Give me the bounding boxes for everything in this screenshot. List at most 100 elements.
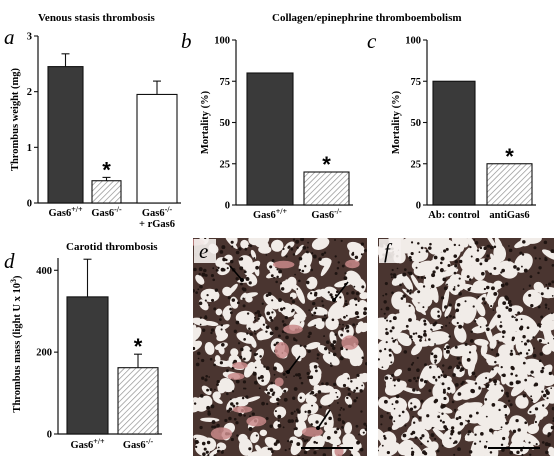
nucleus (430, 433, 435, 438)
alveolar-space (291, 344, 307, 359)
category-label-sup: +/+ (71, 205, 83, 214)
nucleus (230, 240, 234, 244)
nucleus (239, 257, 244, 261)
nucleus (474, 382, 478, 385)
nucleus (265, 325, 270, 330)
nucleus (228, 407, 233, 412)
category-label-text: Ab: control (428, 210, 480, 221)
nucleus (404, 424, 407, 427)
alveolar-space (274, 362, 284, 373)
category-label: Ab: control (428, 210, 480, 221)
nucleus (435, 266, 439, 270)
nucleus (384, 282, 388, 286)
nucleus (395, 400, 399, 404)
nucleus (206, 440, 211, 445)
category-label: Gas6+/+ (253, 207, 288, 221)
nucleus (363, 422, 367, 426)
nucleus (220, 328, 223, 331)
nucleus (240, 347, 244, 352)
y-tick-label: 0 (416, 201, 421, 212)
category-label-text: Gas6 (91, 208, 114, 219)
nucleus (314, 306, 318, 310)
nucleus (194, 445, 198, 449)
bar (117, 367, 159, 435)
nucleus (307, 335, 311, 339)
nucleus (307, 375, 311, 380)
alveolar-space (474, 318, 490, 334)
nucleus (521, 453, 524, 456)
nucleus (406, 289, 410, 293)
nucleus (469, 245, 472, 249)
nucleus (292, 253, 296, 256)
category-label-sup: -/- (334, 207, 342, 216)
thrombus-area (274, 342, 289, 359)
nucleus (326, 435, 331, 440)
nucleus (329, 293, 333, 297)
nucleus (287, 245, 291, 249)
nucleus (355, 396, 359, 400)
nucleus (253, 330, 256, 333)
nucleus (530, 303, 534, 308)
nucleus (239, 355, 243, 359)
alveolar-space (522, 432, 540, 446)
nucleus (517, 311, 521, 315)
nucleus (287, 419, 292, 424)
nucleus (258, 387, 261, 390)
alveolar-space (193, 400, 202, 413)
nucleus (265, 366, 270, 371)
alveolar-space (526, 366, 542, 379)
nucleus (210, 274, 214, 278)
alveolar-space (415, 429, 434, 449)
nucleus (333, 382, 337, 387)
bar (246, 72, 294, 206)
nucleus (534, 382, 539, 387)
nucleus (426, 440, 429, 443)
alveolar-space (254, 238, 266, 248)
nucleus (295, 373, 298, 377)
alveolar-space (247, 451, 261, 456)
nucleus (357, 300, 360, 303)
alveolar-space (348, 379, 365, 393)
nucleus (485, 415, 488, 418)
nucleus (297, 410, 301, 414)
nucleus (392, 273, 397, 277)
nucleus (386, 319, 389, 322)
nucleus (412, 361, 415, 364)
nucleus (453, 243, 457, 247)
nucleus (381, 444, 384, 447)
nucleus (343, 315, 346, 319)
alveolar-space (204, 448, 220, 456)
nucleus (206, 294, 209, 297)
nucleus (242, 297, 245, 300)
title-carotid: Carotid thrombosis (66, 241, 158, 253)
alveolar-space (345, 270, 362, 287)
nucleus (423, 319, 427, 323)
nucleus (450, 429, 455, 434)
nucleus (266, 311, 271, 316)
alveolar-space (245, 295, 253, 303)
nucleus (300, 381, 304, 385)
alveolar-space (291, 304, 307, 318)
alveolar-space (542, 344, 552, 355)
nucleus (440, 296, 445, 300)
nucleus (458, 416, 462, 419)
nucleus (229, 311, 233, 315)
nucleus (383, 300, 387, 304)
alveolar-space (230, 348, 239, 357)
nucleus (389, 329, 393, 333)
nucleus (454, 264, 458, 268)
bar (91, 180, 122, 204)
nucleus (332, 352, 337, 357)
alveolar-space (250, 338, 257, 348)
nucleus (342, 323, 344, 326)
nucleus (344, 272, 347, 275)
nucleus (324, 422, 327, 426)
nucleus (248, 447, 252, 451)
nucleus (452, 316, 456, 319)
nucleus (515, 318, 518, 322)
nucleus (440, 374, 443, 377)
nucleus (511, 338, 515, 342)
nucleus (487, 383, 490, 386)
nucleus (464, 342, 468, 346)
